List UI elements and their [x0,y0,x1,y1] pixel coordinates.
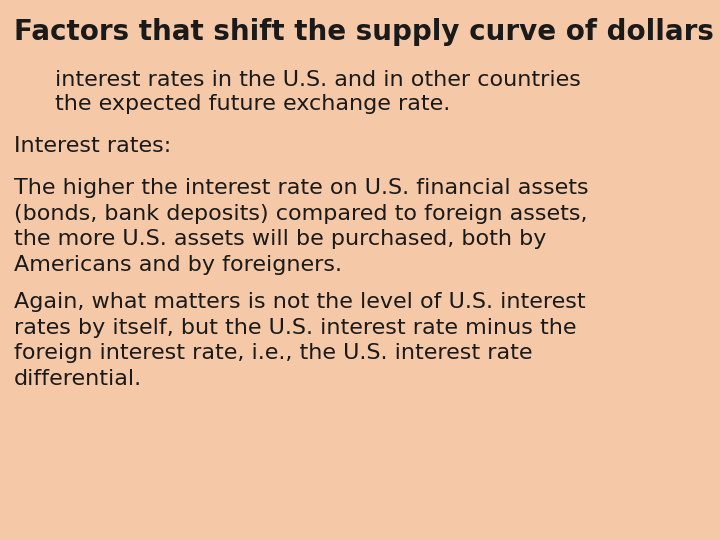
Text: The higher the interest rate on U.S. financial assets
(bonds, bank deposits) com: The higher the interest rate on U.S. fin… [14,178,589,275]
Text: the expected future exchange rate.: the expected future exchange rate. [55,94,450,114]
Text: Interest rates:: Interest rates: [14,136,171,156]
Text: Factors that shift the supply curve of dollars: Factors that shift the supply curve of d… [14,18,714,46]
Text: Again, what matters is not the level of U.S. interest
rates by itself, but the U: Again, what matters is not the level of … [14,292,585,389]
Text: interest rates in the U.S. and in other countries: interest rates in the U.S. and in other … [55,70,581,90]
